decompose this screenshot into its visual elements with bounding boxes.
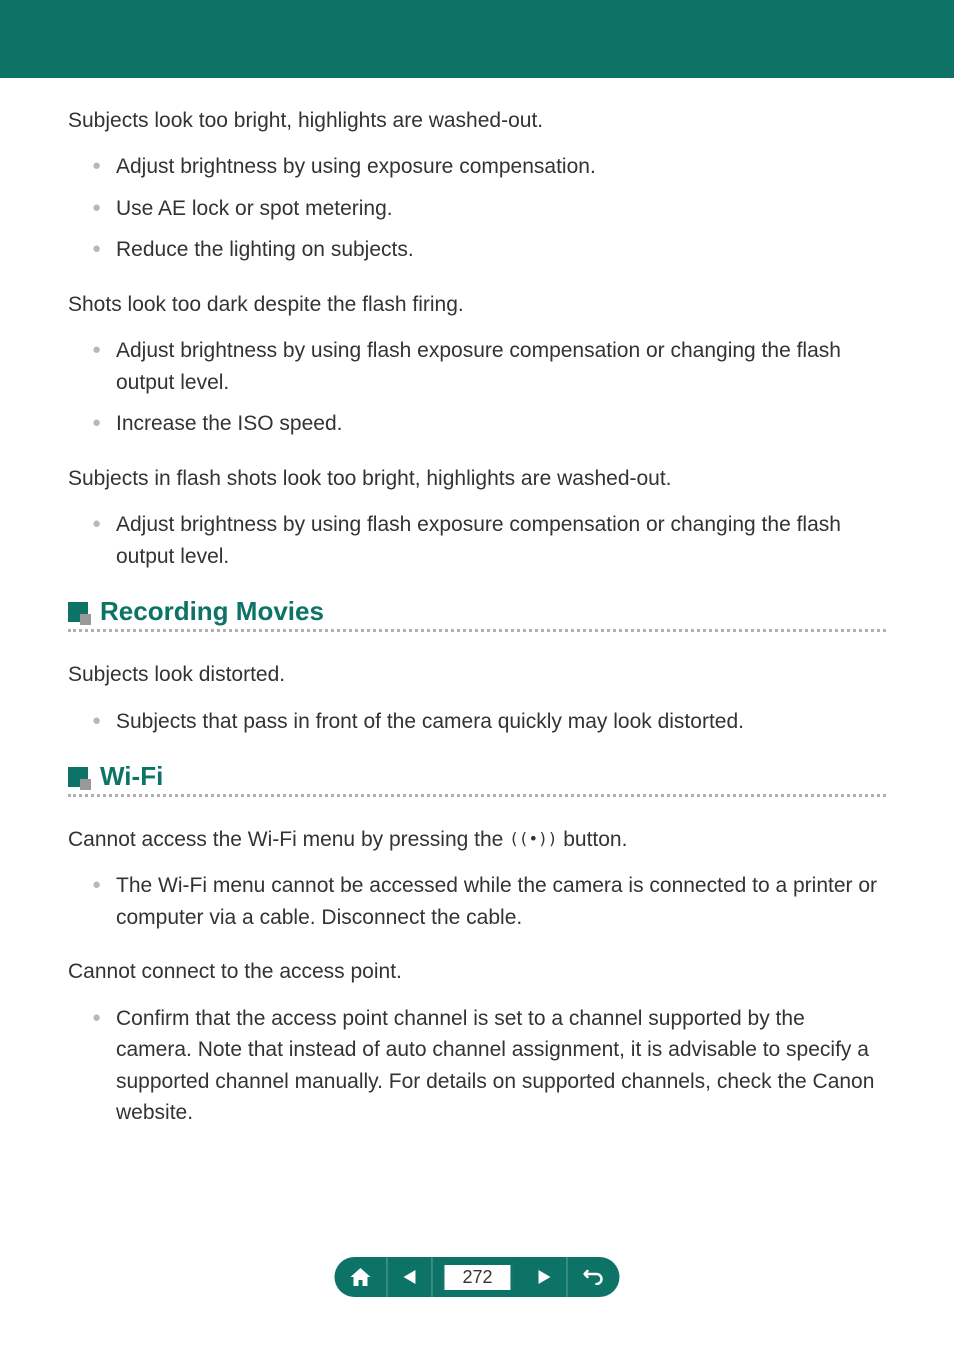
section-title-wifi: Wi-Fi: [100, 761, 163, 792]
wifi-issue1-text: Cannot access the Wi-Fi menu by pressing…: [68, 825, 886, 854]
movies-issue-text: Subjects look distorted.: [68, 660, 886, 689]
home-icon: [350, 1268, 370, 1286]
list-item: Adjust brightness by using flash exposur…: [68, 335, 886, 398]
issue-dark-flash-text: Shots look too dark despite the flash fi…: [68, 290, 886, 319]
wifi-issue1-post: button.: [557, 828, 627, 851]
list-item: Reduce the lighting on subjects.: [68, 234, 886, 266]
header-bar: [0, 0, 954, 78]
chevron-right-icon: [539, 1270, 551, 1284]
list-item: Adjust brightness by using flash exposur…: [68, 509, 886, 572]
wifi-issue1-pre: Cannot access the Wi-Fi menu by pressing…: [68, 828, 509, 851]
bottom-nav-bar: 272: [334, 1257, 619, 1297]
page-number: 272: [442, 1263, 512, 1292]
wifi-bullet-list-1: The Wi-Fi menu cannot be accessed while …: [68, 870, 886, 933]
home-button[interactable]: [334, 1257, 387, 1297]
section-heading-movies: Recording Movies: [68, 596, 886, 627]
movies-bullet-list: Subjects that pass in front of the camer…: [68, 706, 886, 738]
bright-bullet-list: Adjust brightness by using exposure comp…: [68, 151, 886, 266]
dotted-divider: [68, 794, 886, 797]
next-button[interactable]: [523, 1257, 568, 1297]
list-item: Confirm that the access point channel is…: [68, 1003, 886, 1129]
list-item: Increase the ISO speed.: [68, 408, 886, 440]
page-content: Subjects look too bright, highlights are…: [0, 78, 954, 1129]
issue-flash-bright-text: Subjects in flash shots look too bright,…: [68, 464, 886, 493]
undo-icon: [584, 1269, 604, 1285]
section-marker-icon: [68, 767, 88, 787]
list-item: Adjust brightness by using exposure comp…: [68, 151, 886, 183]
prev-button[interactable]: [387, 1257, 432, 1297]
wireless-icon: ((•)): [509, 828, 557, 850]
section-heading-wifi: Wi-Fi: [68, 761, 886, 792]
section-marker-icon: [68, 602, 88, 622]
wifi-issue2-text: Cannot connect to the access point.: [68, 957, 886, 986]
chevron-left-icon: [403, 1270, 415, 1284]
dotted-divider: [68, 629, 886, 632]
flash-bright-bullet-list: Adjust brightness by using flash exposur…: [68, 509, 886, 572]
list-item: Subjects that pass in front of the camer…: [68, 706, 886, 738]
wifi-bullet-list-2: Confirm that the access point channel is…: [68, 1003, 886, 1129]
page-number-wrapper: 272: [432, 1257, 522, 1297]
list-item: Use AE lock or spot metering.: [68, 193, 886, 225]
dark-flash-bullet-list: Adjust brightness by using flash exposur…: [68, 335, 886, 440]
section-title-movies: Recording Movies: [100, 596, 324, 627]
issue-bright-text: Subjects look too bright, highlights are…: [68, 106, 886, 135]
back-button[interactable]: [568, 1257, 620, 1297]
list-item: The Wi-Fi menu cannot be accessed while …: [68, 870, 886, 933]
